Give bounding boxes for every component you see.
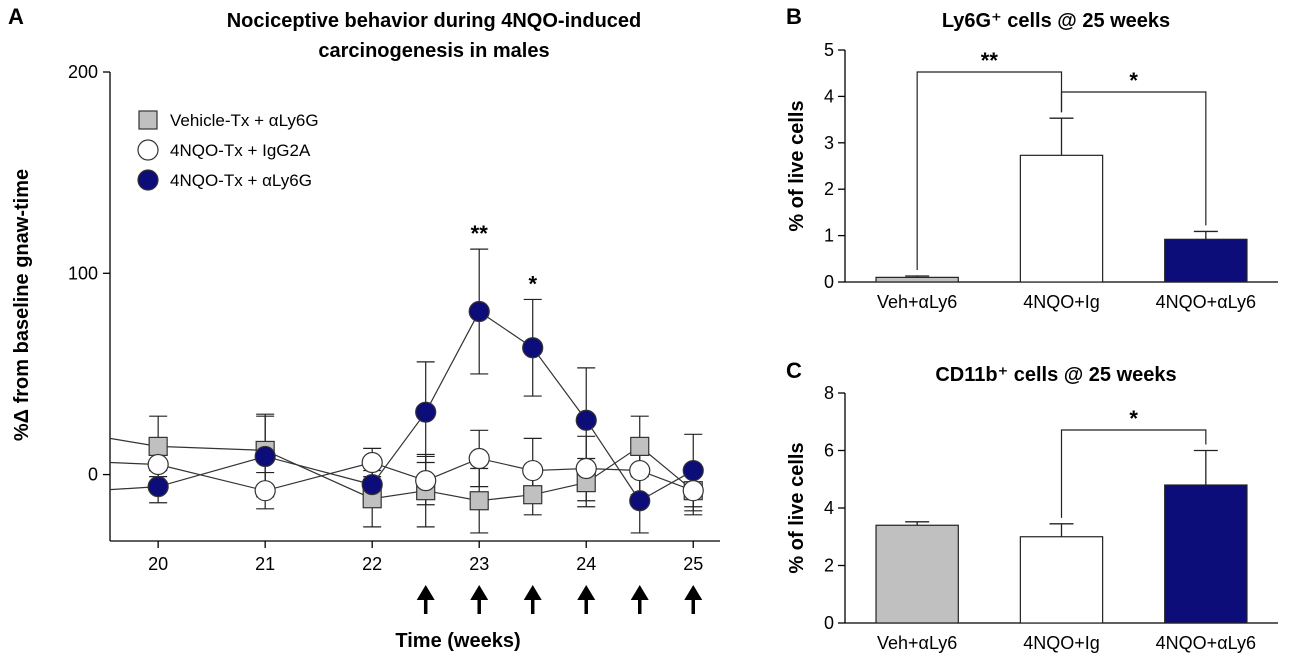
treatment-arrow-head — [416, 585, 435, 600]
data-point-igg2a — [468, 447, 490, 470]
series-line-1 — [109, 437, 694, 502]
treatment-arrow-head — [523, 585, 542, 600]
panel-b-ylabel: % of live cells — [786, 100, 808, 231]
panel-c-ylabel: % of live cells — [786, 442, 808, 573]
panel-a-xtick-label: 21 — [255, 554, 275, 574]
legend-marker-vehicle — [138, 110, 158, 130]
panel-a-ylabel: %Δ from baseline gnaw-time — [11, 169, 33, 441]
ytick-label: 2 — [824, 179, 834, 199]
bar-1 — [875, 524, 959, 624]
panel-a-ytick-label: 200 — [68, 62, 98, 82]
panel-a-letter: A — [8, 4, 24, 29]
panel-a-title-line1: Nociceptive behavior during 4NQO-induced — [227, 10, 642, 32]
category-label: 4NQO+Ig — [1023, 292, 1100, 312]
data-point-aly6g — [254, 445, 276, 468]
bar-3 — [1164, 238, 1248, 283]
ytick-label: 0 — [824, 272, 834, 292]
data-point-igg2a — [522, 459, 544, 482]
panel-a-xtick-label: 20 — [148, 554, 168, 574]
category-label: Veh+αLy6 — [877, 292, 957, 312]
category-label: Veh+αLy6 — [877, 633, 957, 653]
significance-marker: ** — [981, 48, 999, 73]
data-point-vehicle — [469, 491, 489, 511]
panel-a-xlabel: Time (weeks) — [395, 630, 520, 652]
treatment-arrow-head — [577, 585, 596, 600]
series-line-2 — [109, 457, 694, 492]
data-point-aly6g — [629, 490, 651, 512]
significance-bracket — [1060, 429, 1207, 518]
bar-3 — [1164, 484, 1248, 624]
significance-marker: * — [528, 271, 537, 296]
bar-2 — [1019, 154, 1104, 283]
legend-label: Vehicle-Tx + αLy6G — [170, 111, 319, 130]
ytick-label: 4 — [824, 86, 834, 106]
category-label: 4NQO+αLy6 — [1156, 292, 1256, 312]
series-line-3 — [109, 310, 694, 502]
ytick-label: 3 — [824, 133, 834, 153]
legend-label: 4NQO-Tx + αLy6G — [170, 171, 312, 190]
panel-a-xtick-label: 24 — [576, 554, 596, 574]
data-point-aly6g — [468, 300, 490, 323]
panel-c-title: CD11b⁺ cells @ 25 weeks — [935, 364, 1176, 386]
data-point-aly6g — [147, 476, 169, 498]
data-point-igg2a — [147, 453, 169, 476]
data-point-igg2a — [254, 480, 276, 502]
data-point-igg2a — [361, 451, 383, 474]
bar-1 — [875, 276, 959, 283]
ytick-label: 8 — [824, 383, 834, 403]
panel-a-ytick-label: 100 — [68, 263, 98, 283]
panel-b-letter: B — [786, 4, 802, 29]
data-point-aly6g — [682, 459, 704, 482]
category-label: 4NQO+αLy6 — [1156, 633, 1256, 653]
data-point-vehicle — [523, 485, 543, 505]
significance-marker: * — [1129, 68, 1138, 93]
data-point-aly6g — [575, 409, 597, 431]
data-point-aly6g — [522, 337, 544, 359]
ytick-label: 5 — [824, 40, 834, 60]
significance-bracket — [1060, 91, 1207, 226]
treatment-arrow-head — [470, 585, 489, 600]
data-point-aly6g — [415, 401, 437, 423]
legend-label: 4NQO-Tx + IgG2A — [170, 141, 311, 160]
legend-marker-igg2a — [137, 139, 159, 161]
ytick-label: 4 — [824, 498, 834, 518]
significance-marker: ** — [471, 221, 489, 246]
category-label: 4NQO+Ig — [1023, 633, 1100, 653]
data-point-vehicle — [148, 436, 168, 456]
data-point-igg2a — [415, 470, 437, 492]
treatment-arrow-head — [684, 585, 703, 600]
panel-a-xtick-label: 23 — [469, 554, 489, 574]
panel-a-xtick-label: 22 — [362, 554, 382, 574]
ytick-label: 6 — [824, 441, 834, 461]
panel-a-title-line2: carcinogenesis in males — [318, 40, 549, 62]
panel-a-ytick-label: 0 — [88, 465, 98, 485]
bar-2 — [1019, 536, 1104, 624]
data-point-igg2a — [575, 457, 597, 480]
ytick-label: 2 — [824, 556, 834, 576]
data-point-igg2a — [629, 459, 651, 482]
ytick-label: 0 — [824, 613, 834, 633]
panel-a-xtick-label: 25 — [683, 554, 703, 574]
data-point-igg2a — [682, 480, 704, 502]
panel-c-letter: C — [786, 358, 802, 383]
data-point-vehicle — [630, 436, 650, 456]
panel-b-title: Ly6G⁺ cells @ 25 weeks — [942, 10, 1170, 32]
treatment-arrow-head — [630, 585, 649, 600]
ytick-label: 1 — [824, 226, 834, 246]
significance-marker: * — [1129, 406, 1138, 431]
data-point-aly6g — [361, 474, 383, 496]
panel-c-plot: 0 2 4 6 8 Veh+αLy6 4NQO+Ig 4NQO+αLy6 * — [824, 383, 1278, 653]
legend-marker-aly6g — [137, 169, 159, 191]
